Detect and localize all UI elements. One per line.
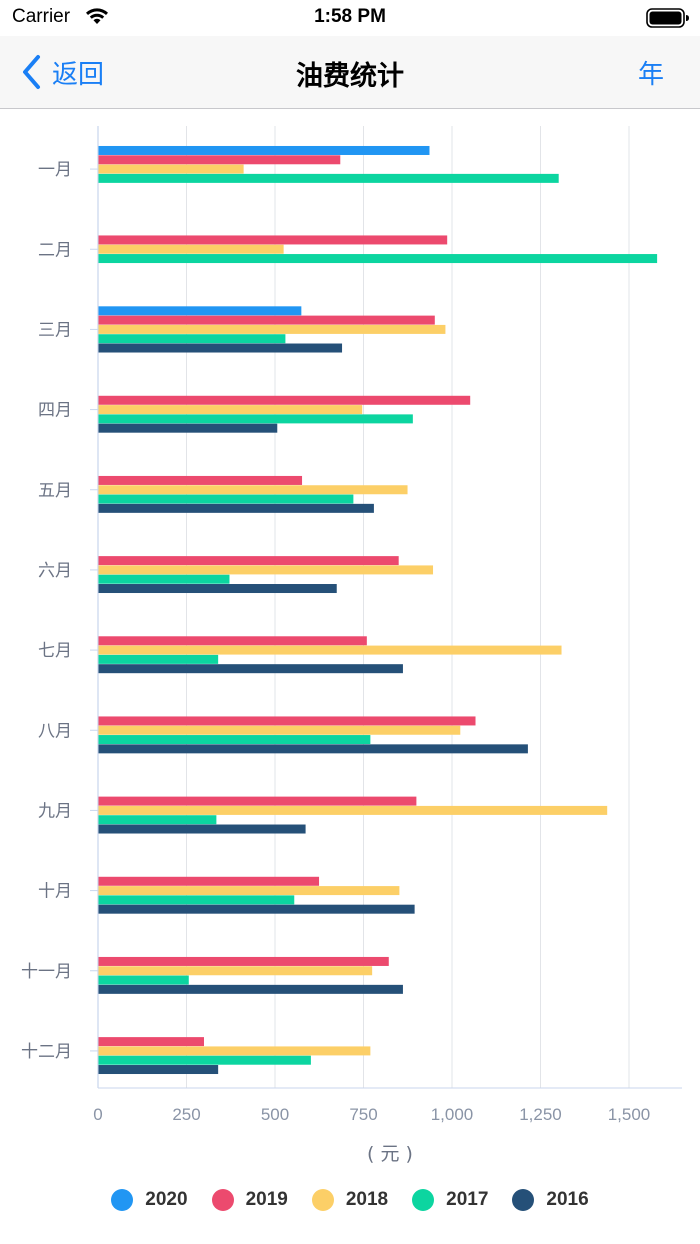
bar-2019-2[interactable] xyxy=(98,235,448,245)
carrier-label: Carrier xyxy=(12,6,71,27)
wifi-icon xyxy=(86,8,108,24)
y-tick-label: 五月 xyxy=(38,481,72,501)
legend-dot-icon xyxy=(111,1189,134,1211)
y-tick-label: 六月 xyxy=(38,561,72,581)
bar-2019-6[interactable] xyxy=(98,556,399,566)
y-tick-label: 八月 xyxy=(38,721,72,741)
x-tick-label: 500 xyxy=(261,1105,289,1124)
fuel-cost-bar-chart: 0 250 500 750 1,000 1,250 1,500 一月二月三月四月五月六月七月八… xyxy=(21,126,682,1165)
bar-2018-2[interactable] xyxy=(98,244,284,254)
bar-2019-4[interactable] xyxy=(98,395,471,405)
x-tick-label: 1,000 xyxy=(431,1105,474,1124)
legend-item-2016[interactable]: 2016 xyxy=(512,1180,589,1220)
bar-2016-10[interactable] xyxy=(98,904,415,914)
bar-2018-5[interactable] xyxy=(98,485,408,495)
bar-2017-12[interactable] xyxy=(98,1055,311,1065)
bar-2016-6[interactable] xyxy=(98,584,337,594)
bar-2016-11[interactable] xyxy=(98,984,403,994)
bar-2018-8[interactable] xyxy=(98,725,461,735)
x-axis-label: ( 元 ) xyxy=(367,1143,413,1165)
bar-2017-8[interactable] xyxy=(98,735,371,745)
y-tick-label: 九月 xyxy=(38,801,72,821)
bar-2020-1[interactable] xyxy=(98,145,430,155)
bar-2017-10[interactable] xyxy=(98,895,295,905)
back-button-label: 返回 xyxy=(52,59,105,90)
chevron-left-icon xyxy=(23,55,40,89)
y-tick-label: 四月 xyxy=(38,401,72,421)
bar-2019-11[interactable] xyxy=(98,956,389,966)
bar-2016-7[interactable] xyxy=(98,664,403,674)
legend-label: 2018 xyxy=(345,1189,389,1210)
clock: 1:58 PM xyxy=(314,6,386,27)
bar-2016-3[interactable] xyxy=(98,343,343,353)
legend-item-2020[interactable]: 2020 xyxy=(111,1180,188,1220)
y-tick-label: 十一月 xyxy=(21,962,72,982)
page-title: 油费统计 xyxy=(296,61,404,92)
y-tick-label: 七月 xyxy=(38,641,72,661)
x-tick-label: 1,250 xyxy=(519,1105,562,1124)
legend-label: 2020 xyxy=(145,1189,188,1210)
bar-2018-11[interactable] xyxy=(98,966,373,976)
bar-2018-6[interactable] xyxy=(98,565,434,575)
status-bar: Carrier 1:58 PM xyxy=(0,0,700,36)
bar-2016-12[interactable] xyxy=(98,1065,219,1075)
legend-label: 2017 xyxy=(446,1189,489,1210)
bar-2019-10[interactable] xyxy=(98,876,320,886)
legend-dot-icon xyxy=(512,1189,535,1211)
legend-label: 2019 xyxy=(245,1189,288,1210)
bar-2017-5[interactable] xyxy=(98,494,354,504)
bar-2017-1[interactable] xyxy=(98,173,559,183)
x-tick-label: 0 xyxy=(93,1105,102,1124)
bar-2017-3[interactable] xyxy=(98,334,286,344)
legend-dot-icon xyxy=(211,1189,234,1211)
bar-2019-8[interactable] xyxy=(98,716,476,726)
legend-item-2018[interactable]: 2018 xyxy=(311,1180,389,1220)
x-tick-label: 1,500 xyxy=(608,1105,651,1124)
y-tick-label: 二月 xyxy=(38,240,72,260)
bar-2018-10[interactable] xyxy=(98,886,400,896)
bar-2018-9[interactable] xyxy=(98,805,608,815)
back-button[interactable]: 返回 xyxy=(20,52,104,92)
year-button[interactable]: 年 xyxy=(637,60,664,90)
bar-2017-9[interactable] xyxy=(98,815,217,825)
bar-2019-12[interactable] xyxy=(98,1037,204,1047)
bar-2019-1[interactable] xyxy=(98,155,341,165)
bar-2019-7[interactable] xyxy=(98,636,367,646)
bar-2017-7[interactable] xyxy=(98,654,219,664)
y-tick-label: 十月 xyxy=(38,882,72,902)
bar-2018-3[interactable] xyxy=(98,324,446,334)
legend-item-2017[interactable]: 2017 xyxy=(412,1180,488,1220)
legend-item-2019[interactable]: 2019 xyxy=(211,1180,288,1220)
navigation-bar: 返回 油费统计 年 xyxy=(0,36,700,109)
legend-dot-icon xyxy=(311,1189,334,1211)
bar-2018-12[interactable] xyxy=(98,1046,371,1056)
bar-2017-6[interactable] xyxy=(98,574,230,584)
bar-2017-2[interactable] xyxy=(98,254,658,264)
bar-2018-4[interactable] xyxy=(98,405,363,415)
bar-2019-3[interactable] xyxy=(98,315,435,325)
y-tick-label: 一月 xyxy=(38,160,72,180)
bar-2016-9[interactable] xyxy=(98,824,306,834)
bar-2016-4[interactable] xyxy=(98,423,278,433)
bar-2018-7[interactable] xyxy=(98,645,562,655)
bar-2020-3[interactable] xyxy=(98,306,302,316)
bar-2016-5[interactable] xyxy=(98,503,374,513)
x-tick-label: 250 xyxy=(172,1105,200,1124)
bar-2018-1[interactable] xyxy=(98,164,244,174)
bar-2019-5[interactable] xyxy=(98,475,303,485)
y-tick-label: 十二月 xyxy=(21,1042,72,1062)
bar-2017-11[interactable] xyxy=(98,975,189,985)
x-tick-label: 750 xyxy=(349,1105,377,1124)
bar-2017-4[interactable] xyxy=(98,414,413,424)
chart-legend: 2020 2019 2018 2017 2016 xyxy=(0,1180,700,1220)
legend-dot-icon xyxy=(412,1189,435,1211)
y-tick-label: 三月 xyxy=(38,320,72,340)
bar-2016-8[interactable] xyxy=(98,744,528,754)
bar-2019-9[interactable] xyxy=(98,796,417,806)
battery-icon xyxy=(646,8,689,28)
legend-label: 2016 xyxy=(546,1189,589,1210)
